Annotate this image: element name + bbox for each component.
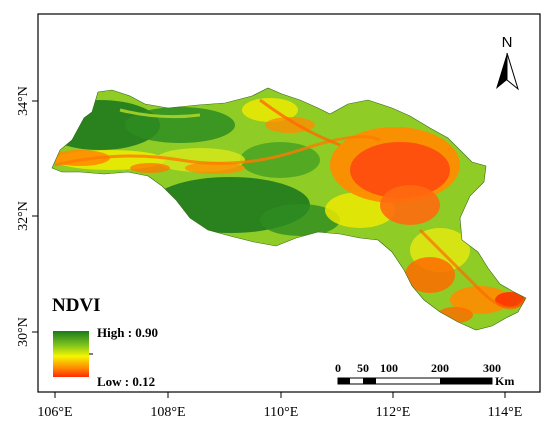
x-axis-ticks: 106°E 108°E 110°E 112°E 114°E [37, 392, 522, 420]
x-tick-108: 108°E [150, 405, 185, 420]
scale-label-200: 200 [431, 361, 449, 375]
ndvi-region [51, 87, 527, 331]
y-tick-30: 30°N [16, 317, 31, 347]
scale-label-0: 0 [335, 361, 341, 375]
legend: NDVI High : 0.90 Low : 0.12 [52, 295, 158, 389]
x-tick-112: 112°E [376, 405, 411, 420]
legend-high-label: High : 0.90 [97, 325, 158, 340]
legend-low-label: Low : 0.12 [97, 374, 155, 389]
map-frame [37, 13, 541, 393]
scale-unit: Km [495, 374, 514, 388]
y-tick-32: 32°N [16, 201, 31, 231]
north-arrow-icon [496, 52, 519, 91]
legend-color-ramp [53, 331, 89, 377]
x-tick-106: 106°E [37, 405, 72, 420]
north-label: N [502, 34, 513, 51]
scale-label-300: 300 [483, 361, 501, 375]
y-tick-34: 34°N [16, 86, 31, 116]
scale-label-50: 50 [357, 361, 369, 375]
north-arrow: N [496, 34, 519, 91]
scale-label-100: 100 [380, 361, 398, 375]
y-axis-ticks: 34°N 32°N 30°N [16, 86, 38, 347]
x-tick-114: 114°E [488, 405, 523, 420]
scale-bar: 0 50 100 200 300 Km [335, 361, 514, 388]
x-tick-110: 110°E [264, 405, 299, 420]
legend-title: NDVI [52, 295, 101, 316]
